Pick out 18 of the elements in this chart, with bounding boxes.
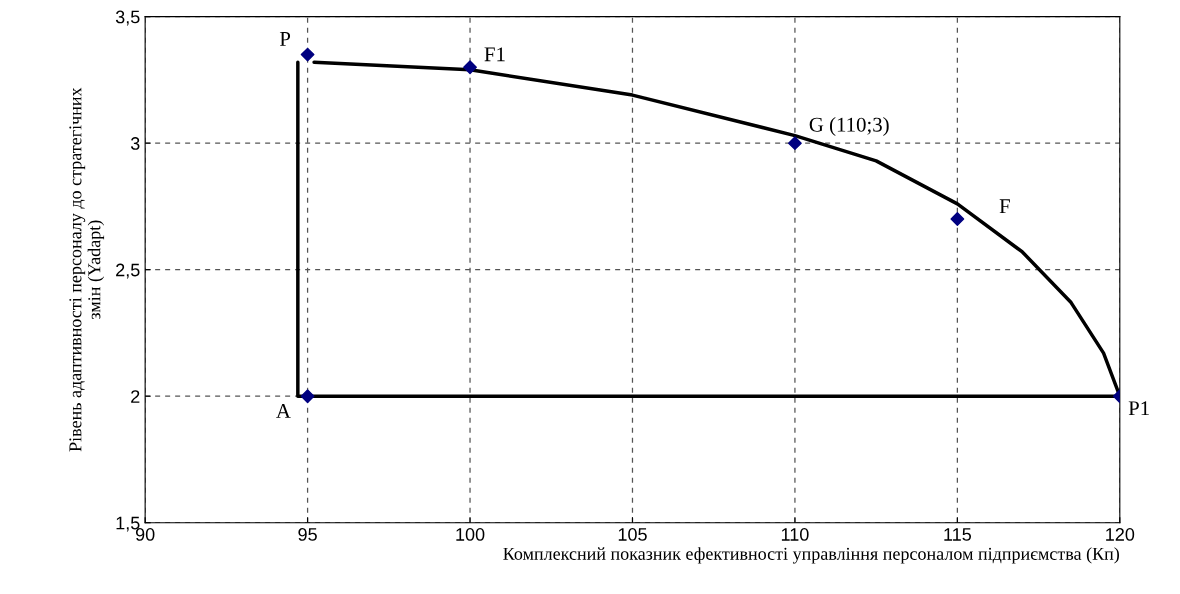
annotation: F1: [484, 47, 505, 62]
x-tick-label: 100: [456, 528, 485, 541]
y-axis-title: Рівень адаптивності персоналу до стратегічних змін (Yadapt): [69, 87, 105, 452]
annotation: A: [276, 404, 291, 418]
annotation: P1: [1128, 401, 1149, 416]
x-tick-label: 95: [298, 528, 317, 541]
y-tick-label: 2,5: [116, 263, 140, 279]
y-tick-label: 2: [131, 390, 140, 403]
y-tick-label: 3: [130, 137, 140, 150]
x-tick-label: 110: [781, 528, 809, 541]
annotation: P: [279, 32, 291, 46]
annotation: F: [999, 199, 1010, 213]
x-tick-label: 105: [618, 528, 647, 541]
x-axis-title: Комплексний показник ефективності управління персоналом підприємства (Кп): [503, 547, 1120, 564]
x-tick-label: 120: [1106, 528, 1135, 541]
annotation: G (110;3): [809, 117, 889, 136]
x-tick-label: 115: [944, 528, 972, 541]
y-tick-label: 3,5: [115, 10, 140, 26]
